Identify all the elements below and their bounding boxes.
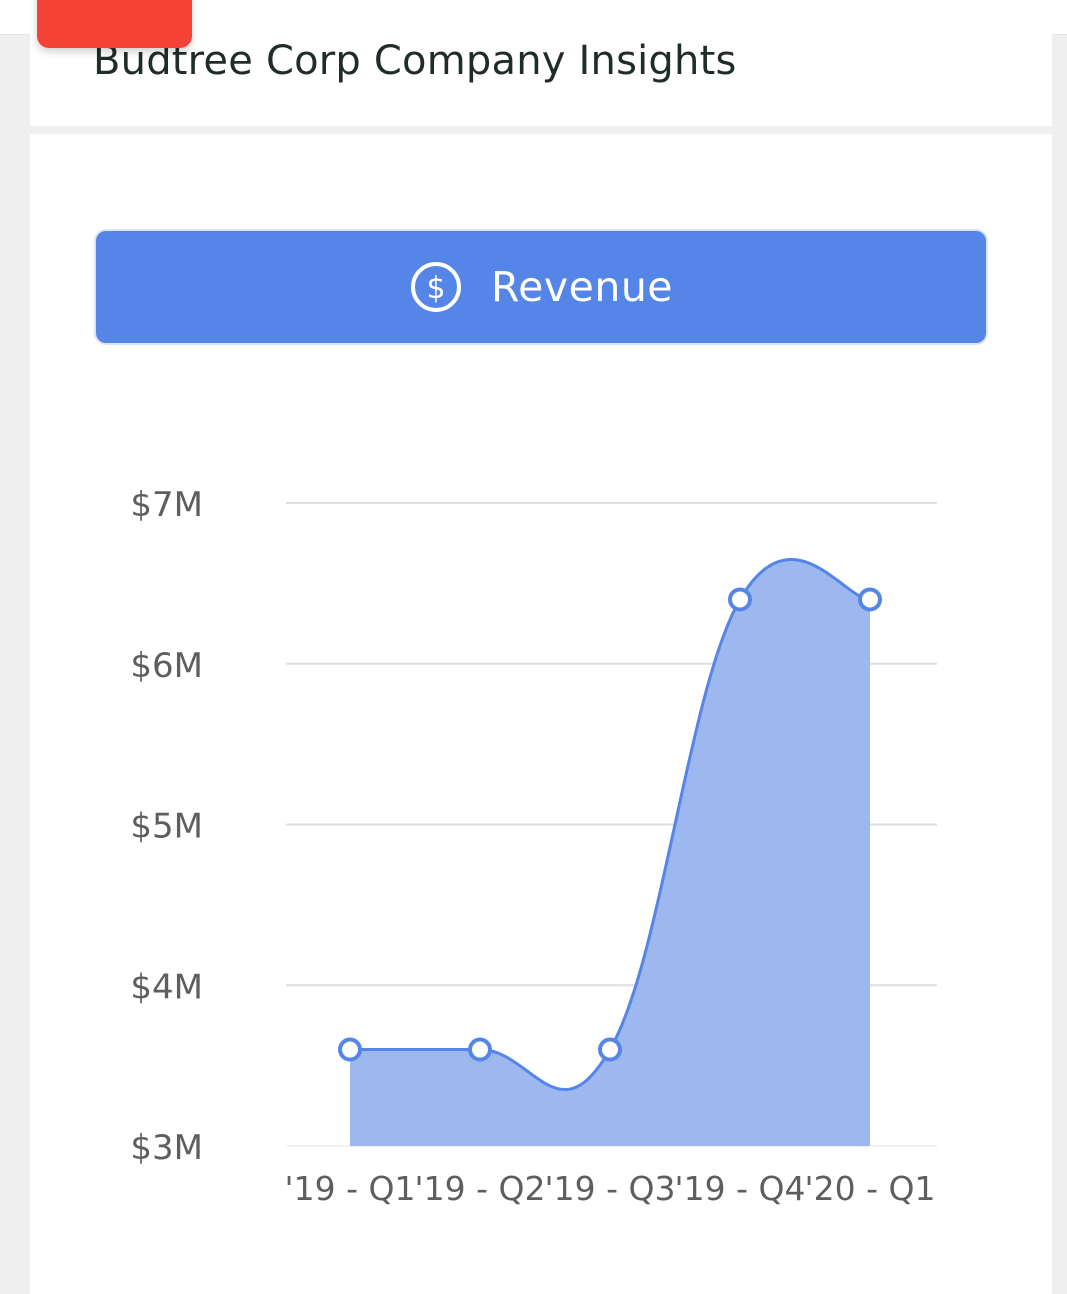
y-tick-label: $6M <box>130 646 203 686</box>
revenue-label: Revenue <box>490 263 674 311</box>
data-point <box>858 587 882 612</box>
dollar-circle-icon: $ <box>409 260 463 314</box>
data-point <box>598 1037 622 1062</box>
header-card: Budtree Corp Company Insights <box>30 34 1052 126</box>
data-point <box>728 587 752 612</box>
svg-text:$: $ <box>426 271 445 306</box>
x-tick-label: '19 - Q2 <box>415 1169 546 1208</box>
y-tick-label: $3M <box>130 1128 203 1168</box>
y-tick-label: $4M <box>130 967 203 1007</box>
x-tick-label: '19 - Q3 <box>545 1169 676 1208</box>
data-point <box>338 1037 362 1062</box>
x-tick-label: '19 - Q1 <box>285 1169 416 1208</box>
revenue-area <box>350 559 870 1146</box>
y-tick-label: $7M <box>130 485 203 525</box>
y-tick-label: $5M <box>130 807 203 847</box>
page-title: Budtree Corp Company Insights <box>93 38 737 84</box>
x-tick-label: '19 - Q4 <box>675 1169 806 1208</box>
data-point <box>468 1037 492 1062</box>
x-tick-label: '20 - Q1 <box>805 1169 936 1208</box>
notification-tab[interactable] <box>37 0 192 48</box>
revenue-button[interactable]: $ Revenue <box>94 229 988 345</box>
